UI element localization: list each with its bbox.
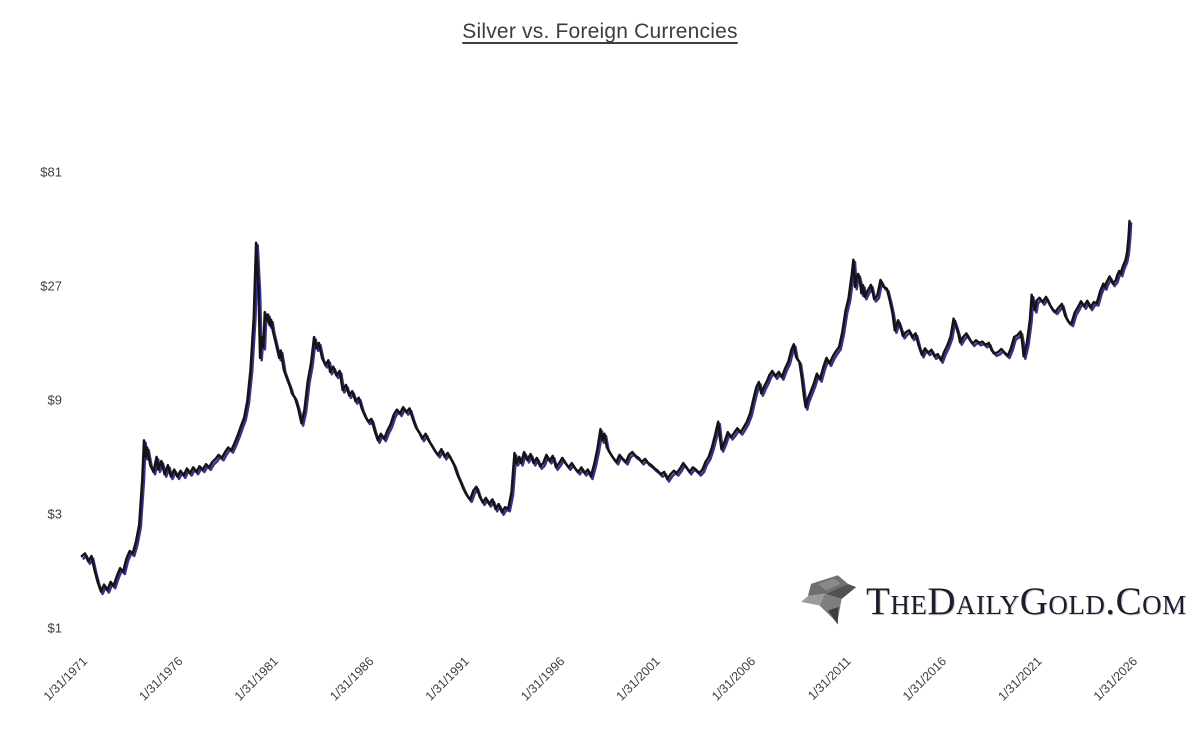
y-axis-label: $3 (48, 507, 62, 522)
x-axis-label: 1/31/1981 (232, 654, 281, 703)
y-axis-label: $9 (48, 393, 62, 408)
x-axis-label: 1/31/1996 (518, 654, 567, 703)
y-axis-label: $81 (40, 165, 62, 180)
price-line-shadow (82, 222, 1133, 596)
x-axis-label: 1/31/1986 (327, 654, 376, 703)
x-axis-label: 1/31/2001 (614, 654, 663, 703)
logo-text: TheDailyGold.Com (866, 579, 1187, 623)
y-axis-label: $1 (48, 621, 62, 636)
x-axis-label: 1/31/2021 (995, 654, 1044, 703)
gem-icon (801, 575, 857, 625)
x-axis-label: 1/31/1976 (136, 654, 185, 703)
x-axis-label: 1/31/2011 (805, 654, 854, 703)
x-axis-label: 1/31/2026 (1091, 654, 1140, 703)
x-axis-label: 1/31/1991 (423, 654, 472, 703)
x-axis-label: 1/31/2016 (900, 654, 949, 703)
price-line (80, 219, 1131, 593)
x-axis-label: 1/31/1971 (41, 654, 90, 703)
chart-title: Silver vs. Foreign Currencies (462, 20, 738, 43)
thedailygold-logo: TheDailyGold.Com (798, 567, 1188, 635)
x-axis-label: 1/31/2006 (709, 654, 758, 703)
y-axis-label: $27 (40, 279, 62, 294)
